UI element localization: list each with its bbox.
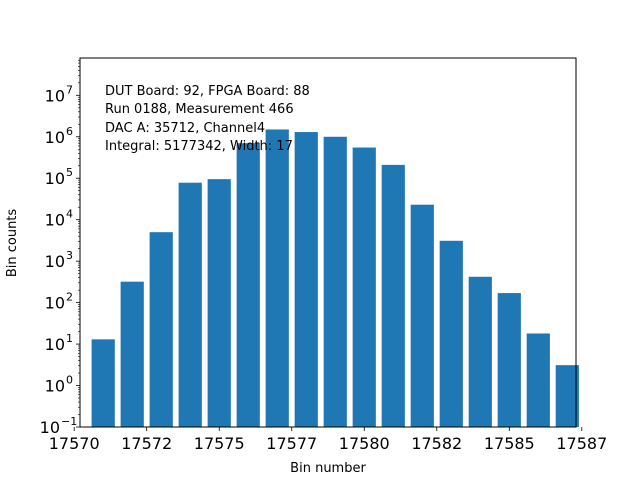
x-tick-label: 17572	[121, 434, 172, 453]
bar-17574	[178, 182, 202, 427]
y-tick-label: 10	[40, 418, 60, 437]
x-tick-label: 17582	[411, 434, 462, 453]
annotation-line-4: Integral: 5177342, Width: 17	[105, 139, 293, 154]
y-tick-exponent: 5	[66, 166, 73, 179]
bar-17572	[120, 281, 144, 427]
x-tick-label: 17587	[556, 434, 607, 453]
y-tick-label: 10	[45, 211, 65, 230]
bar-17582	[410, 204, 434, 427]
bar-17580	[352, 147, 376, 428]
y-tick-label: 10	[45, 377, 65, 396]
bar-17585	[497, 293, 521, 427]
bar-17579	[323, 136, 347, 427]
bars-group	[91, 129, 579, 428]
bar-17578	[294, 132, 318, 428]
y-tick-exponent: 1	[66, 332, 73, 345]
x-tick-label: 17575	[194, 434, 245, 453]
y-tick-exponent: 4	[66, 208, 73, 221]
bar-17575	[207, 179, 231, 427]
y-tick-label: 10	[45, 86, 65, 105]
y-tick-exponent: 2	[66, 291, 73, 304]
bar-17583	[439, 240, 463, 427]
y-tick-label: 10	[45, 335, 65, 354]
bar-17577	[265, 129, 289, 427]
bar-17586	[526, 333, 550, 427]
y-tick-exponent: 0	[66, 374, 73, 387]
bar-17581	[381, 164, 405, 427]
y-tick-exponent: 6	[66, 125, 73, 138]
annotation-line-2: Run 0188, Measurement 466	[105, 102, 294, 117]
x-tick-label: 17585	[484, 434, 535, 453]
y-tick-exponent: 3	[66, 249, 73, 262]
x-tick-label: 17570	[49, 434, 100, 453]
y-tick-label: 10	[45, 252, 65, 271]
bar-17576	[236, 143, 260, 427]
x-tick-label: 17577	[266, 434, 317, 453]
y-tick-exponent: −1	[61, 415, 77, 428]
bar-17573	[149, 232, 173, 427]
bar-17584	[468, 276, 492, 427]
plot-frame	[79, 57, 577, 428]
y-axis-label: Bin counts	[5, 209, 20, 278]
annotation-line-3: DAC A: 35712, Channel4	[105, 121, 265, 136]
bar-17587	[555, 365, 579, 427]
y-tick-label: 10	[45, 294, 65, 313]
y-tick-exponent: 7	[66, 83, 73, 96]
x-tick-label: 17580	[339, 434, 390, 453]
y-tick-label: 10	[45, 128, 65, 147]
bar-17571	[91, 339, 115, 427]
x-axis-ticks: 17570 17572 17575 17577 17580 17582 17585 17587	[49, 427, 607, 453]
x-axis-label: Bin number	[290, 461, 366, 476]
y-tick-label: 10	[45, 169, 65, 188]
annotation-line-1: DUT Board: 92, FPGA Board: 88	[105, 84, 310, 99]
